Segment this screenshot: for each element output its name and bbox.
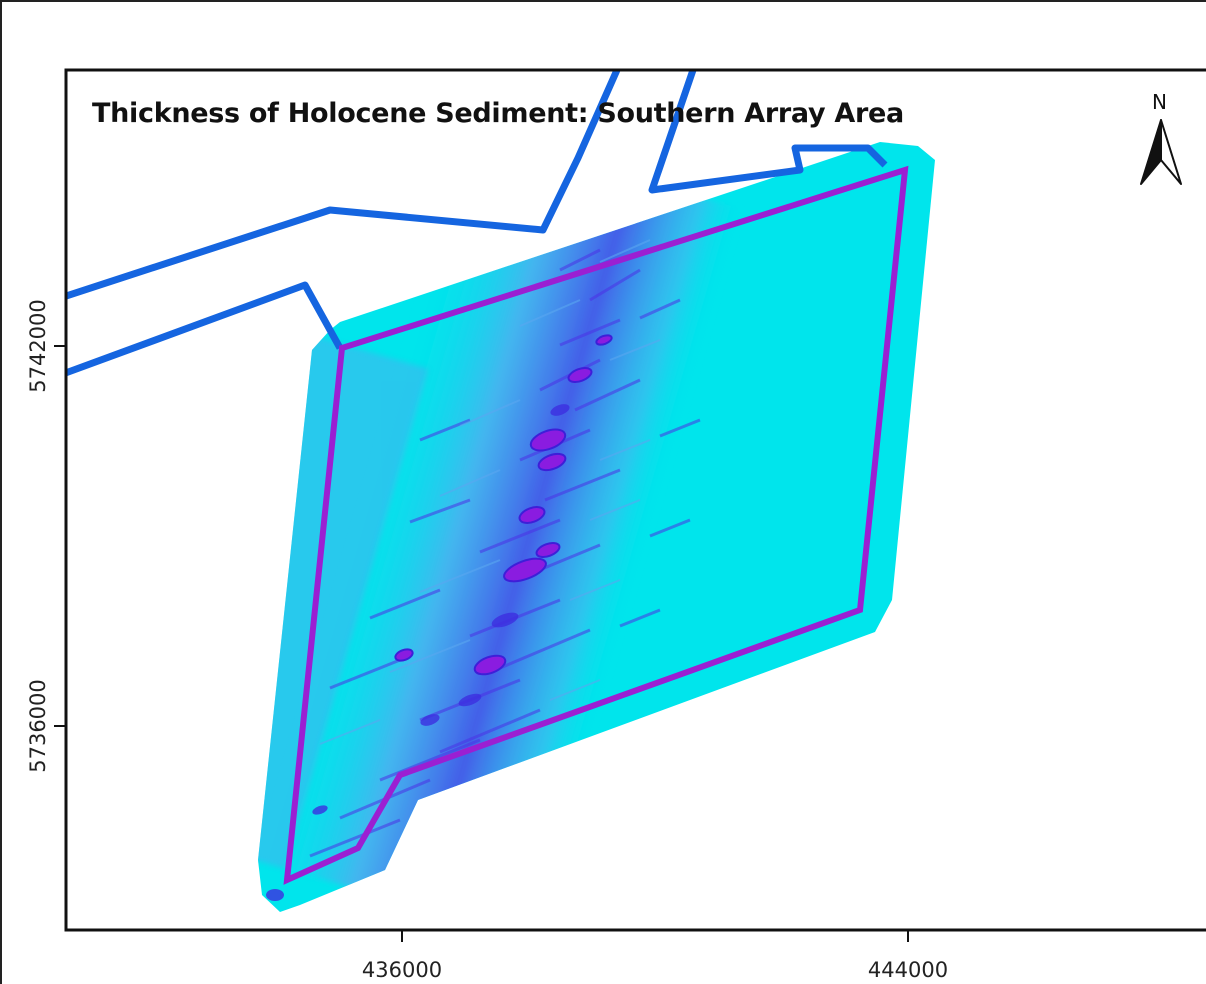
outer-border-left — [0, 0, 2, 984]
cable-corridor-right-edge — [648, 70, 888, 194]
cable-corridor — [66, 70, 888, 377]
north-label: N — [1152, 90, 1167, 114]
x-tick-label-444000: 444000 — [867, 958, 949, 982]
y-tick-label-5742000: 5742000 — [26, 299, 50, 393]
outer-border-top — [0, 0, 1206, 2]
x-tick-label-436000: 436000 — [361, 958, 443, 982]
north-arrow-icon — [1140, 119, 1182, 185]
raster-striations — [309, 248, 701, 858]
array-area-boundary — [283, 165, 909, 885]
cable-corridor-upper-edge — [66, 70, 621, 300]
map-title: Thickness of Holocene Sediment: Southern… — [92, 98, 904, 129]
cable-corridor-lower-edge — [66, 281, 344, 377]
raster-deep-patches — [394, 334, 613, 676]
map-border — [64, 68, 1206, 932]
y-tick-label-5736000: 5736000 — [26, 679, 50, 773]
axis-ticks — [54, 345, 909, 942]
